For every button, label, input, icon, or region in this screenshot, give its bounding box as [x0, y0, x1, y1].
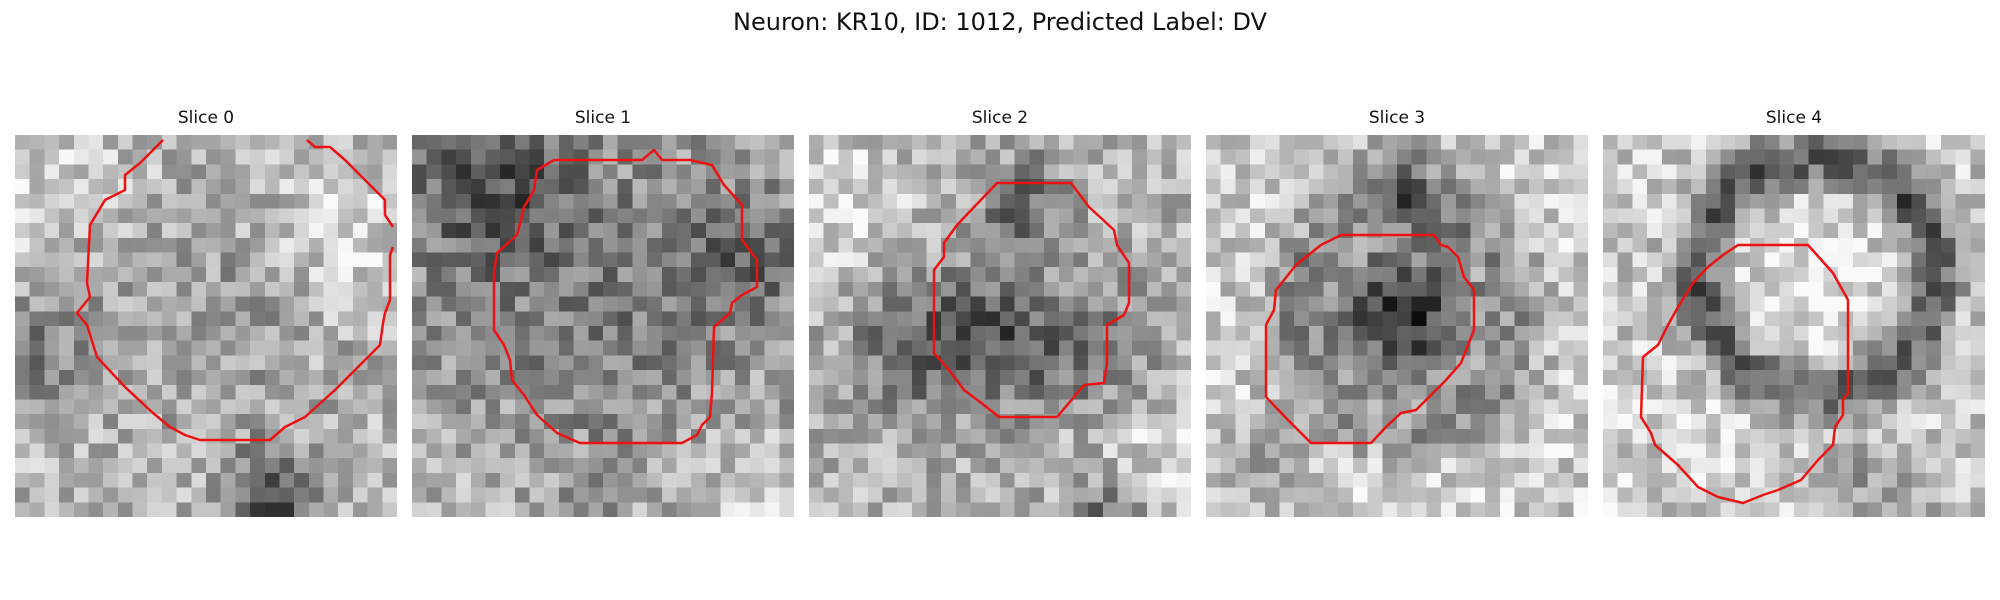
- slice-0-overlay: [75, 139, 395, 442]
- slice-2-overlay: [932, 181, 1131, 419]
- slice-2-title: Slice 2: [971, 108, 1029, 128]
- slice-4-title: Slice 4: [1765, 108, 1823, 128]
- slice-3-image: [1206, 135, 1588, 517]
- slice-1-title: Slice 1: [574, 108, 632, 128]
- slice-1-contour: [492, 148, 759, 445]
- slice-4-panel: [1603, 135, 1985, 517]
- slice-0-contour: [75, 139, 395, 442]
- slice-3-title: Slice 3: [1368, 108, 1426, 128]
- slice-0-panel: [15, 135, 397, 517]
- slice-3-overlay: [1264, 233, 1476, 445]
- slice-3-contour: [1264, 233, 1476, 445]
- slice-4-overlay: [1639, 243, 1850, 505]
- slice-2-image: [809, 135, 1191, 517]
- slice-1-overlay: [492, 148, 759, 445]
- slice-2-contour: [932, 181, 1131, 419]
- slice-0-image: [15, 135, 397, 517]
- slice-1-image: [412, 135, 794, 517]
- slice-3-panel: [1206, 135, 1588, 517]
- slice-4-contour: [1639, 243, 1850, 505]
- figure-title: Neuron: KR10, ID: 1012, Predicted Label:…: [733, 8, 1267, 36]
- slice-0-title: Slice 0: [177, 108, 235, 128]
- slice-1-panel: [412, 135, 794, 517]
- slice-2-panel: [809, 135, 1191, 517]
